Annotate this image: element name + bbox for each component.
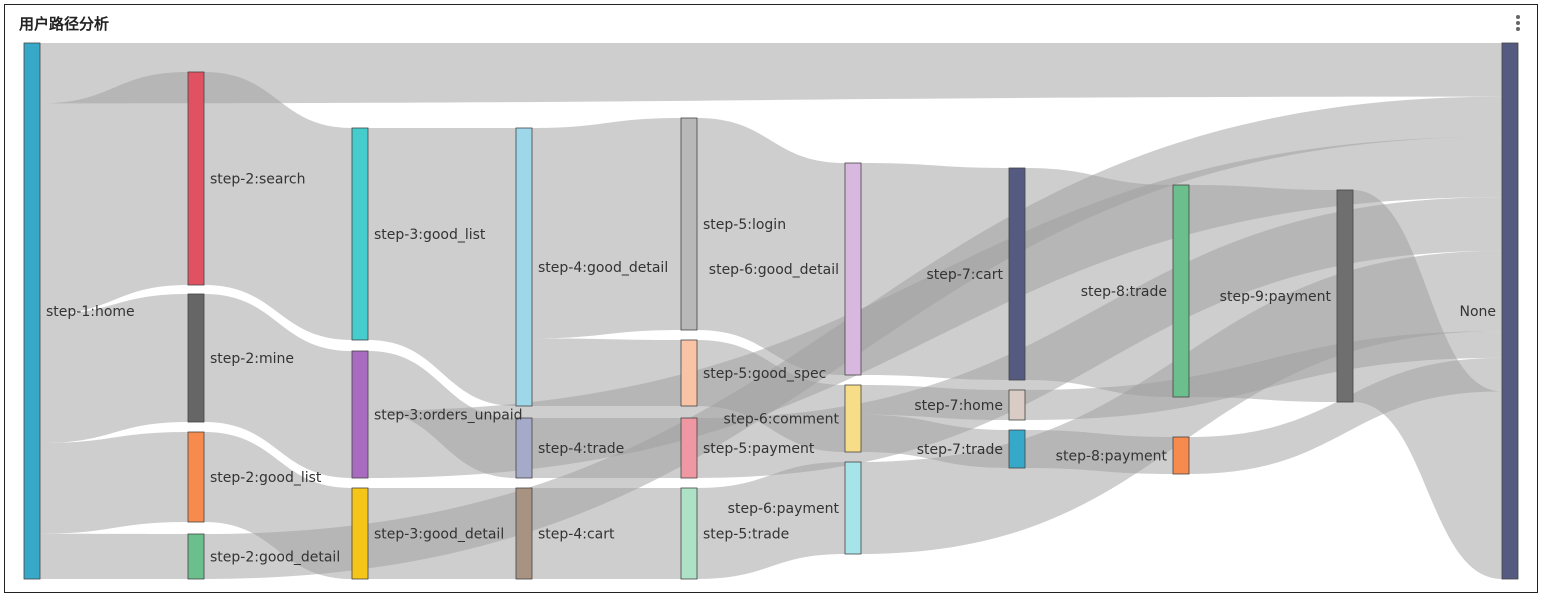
sankey-node-label: step-6:payment bbox=[728, 501, 840, 517]
sankey-link[interactable] bbox=[368, 488, 516, 579]
sankey-link[interactable] bbox=[1025, 168, 1173, 397]
sankey-node-home1[interactable] bbox=[23, 42, 41, 580]
sankey-node-label: step-6:comment bbox=[724, 412, 840, 428]
sankey-link[interactable] bbox=[40, 72, 188, 315]
sankey-node-cart4[interactable] bbox=[515, 487, 533, 580]
sankey-node-label: step-3:orders_unpaid bbox=[374, 408, 523, 424]
sankey-node-mine2[interactable] bbox=[187, 293, 205, 423]
sankey-node-label: step-6:good_detail bbox=[709, 262, 839, 278]
sankey-link[interactable] bbox=[532, 418, 681, 478]
sankey-link[interactable] bbox=[1189, 185, 1337, 402]
sankey-node-trade4[interactable] bbox=[515, 417, 533, 479]
sankey-node-label: step-7:trade bbox=[917, 442, 1003, 458]
sankey-links bbox=[40, 43, 1502, 579]
sankey-node-label: step-1:home bbox=[46, 304, 135, 320]
sankey-node-payment9[interactable] bbox=[1336, 189, 1354, 403]
sankey-node-gooddetail4[interactable] bbox=[515, 127, 533, 407]
sankey-node-label: step-5:trade bbox=[703, 527, 789, 543]
sankey-node-gooddetail2[interactable] bbox=[187, 533, 205, 580]
sankey-node-label: step-7:home bbox=[914, 398, 1003, 414]
sankey-node-label: step-4:good_detail bbox=[538, 260, 668, 276]
sankey-node-gooddetail6[interactable] bbox=[844, 162, 862, 376]
sankey-link[interactable] bbox=[861, 163, 1009, 380]
sankey-link[interactable] bbox=[1353, 190, 1502, 579]
sankey-node-label: step-3:good_detail bbox=[374, 527, 504, 543]
sankey-node-label: step-5:payment bbox=[703, 441, 815, 457]
sankey-labels: step-1:home step-2:search step-2:mine step-… bbox=[46, 172, 1496, 566]
sankey-node-label: step-4:cart bbox=[538, 527, 615, 543]
sankey-link[interactable] bbox=[532, 118, 681, 339]
sankey-node-label: step-2:good_detail bbox=[210, 550, 340, 566]
sankey-link[interactable] bbox=[697, 462, 845, 579]
sankey-node-label: step-5:good_spec bbox=[703, 366, 826, 382]
sankey-link[interactable] bbox=[368, 128, 516, 406]
sankey-link[interactable] bbox=[40, 43, 1502, 104]
sankey-link[interactable] bbox=[1025, 430, 1173, 474]
sankey-node-home7[interactable] bbox=[1008, 389, 1026, 421]
sankey-node-label: step-2:good_list bbox=[210, 470, 322, 486]
sankey-node-label: step-7:cart bbox=[927, 267, 1004, 283]
sankey-node-payment5[interactable] bbox=[680, 417, 698, 479]
sankey-node-label: None bbox=[1459, 304, 1496, 320]
sankey-node-gooddetail3[interactable] bbox=[351, 487, 369, 580]
sankey-node-comment6[interactable] bbox=[844, 384, 862, 453]
sankey-node-goodspec5[interactable] bbox=[680, 339, 698, 407]
sankey-link[interactable] bbox=[204, 72, 352, 340]
sankey-node-label: step-4:trade bbox=[538, 441, 624, 457]
sankey-node-label: step-8:payment bbox=[1056, 449, 1168, 465]
sankey-link[interactable] bbox=[532, 338, 681, 406]
panel-title: 用户路径分析 bbox=[19, 15, 110, 33]
sankey-node-search2[interactable] bbox=[187, 71, 205, 286]
sankey-link[interactable] bbox=[40, 533, 188, 579]
sankey-node-payment8[interactable] bbox=[1172, 436, 1190, 475]
sankey-node-label: step-8:trade bbox=[1081, 284, 1167, 300]
sankey-node-goodlist2[interactable] bbox=[187, 431, 205, 523]
sankey-node-trade7[interactable] bbox=[1008, 429, 1026, 469]
sankey-node-trade5[interactable] bbox=[680, 487, 698, 580]
sankey-nodes bbox=[23, 42, 1519, 580]
sankey-link[interactable] bbox=[204, 294, 352, 478]
sankey-link[interactable] bbox=[40, 294, 188, 444]
sankey-node-label: step-5:login bbox=[703, 217, 786, 233]
sankey-node-trade8[interactable] bbox=[1172, 184, 1190, 398]
sankey-node-login5[interactable] bbox=[680, 117, 698, 331]
vertical-ellipsis-icon[interactable] bbox=[1515, 15, 1521, 33]
sankey-node-label: step-2:search bbox=[210, 172, 305, 188]
sankey-node-ordersunpaid3[interactable] bbox=[351, 350, 369, 479]
sankey-link[interactable] bbox=[861, 385, 1009, 420]
sankey-node-goodlist3[interactable] bbox=[351, 127, 369, 341]
sankey-node-label: step-9:payment bbox=[1220, 289, 1332, 305]
sankey-node-cart7[interactable] bbox=[1008, 167, 1026, 381]
sankey-node-none[interactable] bbox=[1501, 42, 1519, 580]
sankey-node-label: step-2:mine bbox=[210, 351, 294, 367]
sankey-node-payment6[interactable] bbox=[844, 461, 862, 555]
sankey-link[interactable] bbox=[40, 432, 188, 534]
sankey-link[interactable] bbox=[532, 488, 681, 579]
sankey-node-label: step-3:good_list bbox=[374, 227, 486, 243]
sankey-link[interactable] bbox=[697, 118, 845, 375]
